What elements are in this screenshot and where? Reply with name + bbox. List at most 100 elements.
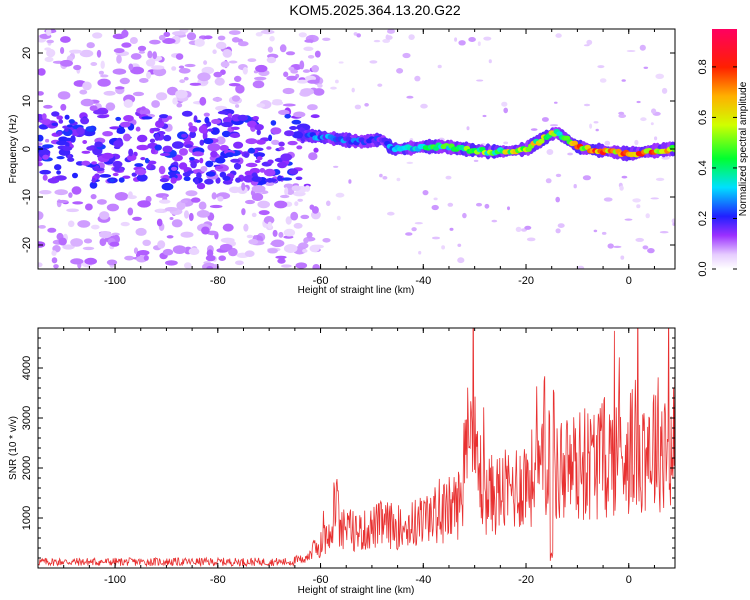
spectrogram-noise-blob [123, 133, 131, 142]
spectrogram-noise-blob [396, 68, 404, 74]
spectrogram-noise-blob [634, 139, 639, 146]
spectrogram-noise-blob [252, 80, 265, 89]
spectrogram-noise-blob [603, 197, 613, 202]
spectrogram-noise-blob [222, 223, 234, 232]
spectrogram-noise-blob [56, 199, 69, 204]
spectrogram-noise-blob [364, 103, 369, 107]
spectrogram-noise-blob [295, 262, 308, 269]
spectrogram-noise-blob [267, 221, 273, 229]
spectrogram-noise-blob [618, 114, 627, 118]
spectrogram-noise-blob [175, 89, 188, 99]
spectrogram-noise-blob [171, 166, 178, 171]
spectrogram-noise-blob [196, 182, 206, 190]
spectrogram-noise-blob [326, 200, 331, 207]
spectrogram-noise-blob [555, 228, 561, 234]
spectrogram-noise-blob [163, 31, 171, 37]
spectrogram-noise-blob [589, 123, 593, 129]
spectrogram-noise-blob [278, 141, 285, 147]
spectrogram-noise-blob [139, 78, 149, 83]
spectrogram-noise-blob [604, 140, 611, 146]
spectrogram-noise-blob [144, 157, 150, 164]
spectrogram-noise-blob [282, 103, 296, 107]
spectrogram-noise-blob [158, 117, 163, 124]
spectrogram-noise-blob [138, 50, 145, 54]
spectrogram-noise-blob [583, 103, 591, 107]
spectrogram-noise-blob [243, 175, 254, 183]
ridge-core [671, 147, 675, 153]
spectrogram-noise-blob [195, 119, 202, 123]
spectrogram-noise-blob [642, 245, 649, 250]
spectrogram-noise-blob [281, 264, 292, 268]
spectrogram-noise-blob [620, 255, 625, 260]
spectrogram-noise-blob [272, 229, 278, 237]
spectrogram-noise-blob [640, 117, 647, 122]
spectrogram-noise-blob [241, 208, 246, 216]
spectrogram-noise-blob [176, 201, 186, 211]
spectrogram-noise-blob [555, 33, 562, 38]
spectrogram-noise-blob [281, 177, 293, 181]
spectrogram-noise-blob [220, 61, 230, 68]
spectrogram-noise-blob [473, 159, 479, 162]
spectrogram-noise-blob [280, 194, 290, 199]
spectrogram-noise-blob [194, 178, 199, 185]
snr-y-axis-label: SNR (10 * v/v) [8, 416, 19, 480]
spectrogram-noise-blob [466, 126, 470, 131]
spectrogram-noise-blob [70, 258, 84, 265]
spectrogram-noise-blob [53, 264, 59, 269]
snr-x-axis-label: Height of straight line (km) [298, 585, 415, 596]
spectrogram-noise-blob [201, 66, 215, 75]
spectrogram-noise-blob [203, 138, 214, 145]
spectrogram-noise-blob [280, 153, 293, 162]
spectrogram-noise-blob [155, 193, 169, 198]
spectrogram-noise-blob [379, 173, 383, 178]
spectrogram-noise-blob [201, 226, 210, 235]
spectrogram-noise-blob [76, 127, 85, 135]
spectrogram-noise-blob [46, 48, 56, 58]
spectrogram-noise-blob [127, 191, 133, 199]
spectrogram-noise-blob [265, 181, 275, 186]
spectrogram-noise-blob [99, 211, 110, 220]
spectrogram-noise-blob [157, 240, 166, 249]
spectrogram-noise-blob [402, 52, 411, 59]
spectrogram-noise-blob [179, 148, 188, 156]
spectrogram-noise-blob [228, 247, 238, 257]
spectrogram-noise-blob [163, 134, 172, 142]
spectrogram-noise-blob [141, 106, 146, 111]
spectrogram-noise-blob [80, 98, 94, 107]
spectrogram-noise-blob [116, 54, 122, 64]
spectrogram-noise-blob [181, 110, 193, 117]
spectrogram-noise-blob [650, 197, 659, 200]
spectrogram-noise-blob [215, 177, 221, 184]
spectrogram-noise-blob [289, 126, 298, 130]
spectrogram-noise-blob [655, 73, 664, 80]
spectrogram-noise-blob [482, 114, 487, 118]
spectrogram-noise-blob [166, 235, 174, 239]
snr-x-tick-label: -40 [415, 574, 431, 586]
spectrogram-noise-blob [189, 157, 195, 161]
spectrogram-noise-blob [507, 206, 510, 211]
spectrogram-noise-blob [112, 172, 119, 177]
spectrogram-noise-blob [189, 131, 196, 139]
spectrogram-noise-blob [190, 197, 201, 203]
spectrogram-noise-blob [119, 77, 130, 85]
spectrogram-noise-blob [214, 77, 225, 86]
spectrogram-noise-blob [310, 114, 320, 119]
spectrogram-noise-blob [414, 222, 423, 225]
spectrogram-noise-blob [377, 83, 383, 87]
spectrogram-noise-blob [46, 39, 54, 44]
spectrogram-noise-blob [650, 122, 654, 126]
spectrogram-noise-blob [58, 237, 67, 246]
spectrogram-noise-blob [210, 150, 218, 158]
spectrogram-noise-blob [228, 83, 241, 87]
spectrogram-noise-blob [205, 160, 214, 168]
spectrogram-noise-blob [215, 157, 226, 164]
spectrogram-noise-blob [382, 38, 391, 43]
spectrogram-x-tick-label: -60 [313, 275, 329, 287]
spectrogram-noise-blob [56, 170, 61, 175]
spectrogram-noise-blob [284, 187, 289, 196]
spectrogram-noise-blob [246, 234, 254, 239]
spectrogram-noise-blob [373, 39, 381, 43]
spectrogram-y-tick-label: -10 [21, 189, 33, 205]
spectrogram-noise-blob [137, 134, 148, 143]
spectrogram-noise-blob [306, 231, 313, 239]
